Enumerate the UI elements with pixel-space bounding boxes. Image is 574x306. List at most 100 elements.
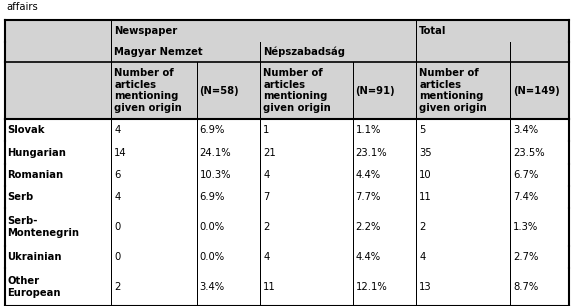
Text: 4: 4: [419, 252, 425, 262]
Bar: [353, 164, 416, 186]
Bar: [260, 208, 353, 246]
Bar: [510, 246, 569, 268]
Text: (N=91): (N=91): [356, 85, 395, 95]
Text: Number of
articles
mentioning
given origin: Number of articles mentioning given orig…: [419, 68, 487, 113]
Bar: [260, 246, 353, 268]
Bar: [5, 20, 111, 42]
Bar: [111, 20, 416, 42]
Text: 23.5%: 23.5%: [513, 147, 545, 158]
Text: 10.3%: 10.3%: [200, 170, 231, 180]
Text: 6.9%: 6.9%: [200, 125, 225, 135]
Text: 4.4%: 4.4%: [356, 170, 381, 180]
Text: 5: 5: [419, 125, 425, 135]
Text: Other
European: Other European: [7, 276, 61, 298]
Text: Romanian: Romanian: [7, 170, 64, 180]
Bar: [353, 208, 416, 246]
Text: 4: 4: [114, 192, 121, 202]
Text: 2.2%: 2.2%: [356, 222, 381, 232]
Bar: [353, 141, 416, 164]
Text: 3.4%: 3.4%: [513, 125, 538, 135]
Bar: [5, 186, 111, 208]
Bar: [111, 62, 197, 119]
Bar: [197, 141, 260, 164]
Bar: [260, 186, 353, 208]
Bar: [111, 141, 197, 164]
Bar: [111, 208, 197, 246]
Text: 11: 11: [419, 192, 432, 202]
Bar: [510, 62, 569, 119]
Bar: [416, 164, 510, 186]
Bar: [260, 164, 353, 186]
Bar: [510, 141, 569, 164]
Text: 2: 2: [114, 282, 121, 292]
Text: 13: 13: [419, 282, 432, 292]
Text: Ukrainian: Ukrainian: [7, 252, 62, 262]
Bar: [353, 119, 416, 141]
Text: 6.7%: 6.7%: [513, 170, 538, 180]
Bar: [111, 186, 197, 208]
Bar: [510, 164, 569, 186]
Bar: [416, 246, 510, 268]
Bar: [353, 62, 416, 119]
Bar: [5, 164, 111, 186]
Bar: [197, 119, 260, 141]
Bar: [5, 141, 111, 164]
Bar: [416, 208, 510, 246]
Text: Serb-
Montenegrin: Serb- Montenegrin: [7, 216, 79, 238]
Bar: [416, 268, 510, 306]
Bar: [197, 268, 260, 306]
Bar: [510, 119, 569, 141]
Bar: [111, 246, 197, 268]
Bar: [510, 268, 569, 306]
Text: Number of
articles
mentioning
given origin: Number of articles mentioning given orig…: [114, 68, 182, 113]
Bar: [416, 119, 510, 141]
Bar: [111, 268, 197, 306]
Text: Magyar Nemzet: Magyar Nemzet: [114, 47, 203, 57]
Bar: [353, 186, 416, 208]
Bar: [197, 186, 260, 208]
Text: 4: 4: [263, 170, 269, 180]
Bar: [416, 62, 510, 119]
Text: 12.1%: 12.1%: [356, 282, 387, 292]
Bar: [353, 268, 416, 306]
Text: Serb: Serb: [7, 192, 34, 202]
Bar: [260, 141, 353, 164]
Text: 35: 35: [419, 147, 432, 158]
Text: 0.0%: 0.0%: [200, 222, 224, 232]
Bar: [197, 62, 260, 119]
Text: 2: 2: [419, 222, 425, 232]
Bar: [260, 119, 353, 141]
Text: 2.7%: 2.7%: [513, 252, 538, 262]
Text: 14: 14: [114, 147, 127, 158]
Text: 0: 0: [114, 222, 121, 232]
Bar: [197, 246, 260, 268]
Text: Hungarian: Hungarian: [7, 147, 67, 158]
Bar: [197, 208, 260, 246]
Bar: [416, 20, 569, 42]
Bar: [5, 268, 111, 306]
Bar: [5, 246, 111, 268]
Text: Total: Total: [419, 26, 447, 36]
Bar: [510, 208, 569, 246]
Text: 4.4%: 4.4%: [356, 252, 381, 262]
Text: 2: 2: [263, 222, 270, 232]
Bar: [5, 119, 111, 141]
Text: 1.1%: 1.1%: [356, 125, 381, 135]
Text: 24.1%: 24.1%: [200, 147, 231, 158]
Bar: [5, 62, 111, 119]
Text: 7.7%: 7.7%: [356, 192, 381, 202]
Text: 1: 1: [263, 125, 270, 135]
Text: 3.4%: 3.4%: [200, 282, 224, 292]
Bar: [111, 119, 197, 141]
Text: Newspaper: Newspaper: [114, 26, 177, 36]
Bar: [260, 268, 353, 306]
Bar: [5, 42, 111, 62]
Bar: [510, 186, 569, 208]
Bar: [510, 42, 569, 62]
Bar: [260, 62, 353, 119]
Text: 0.0%: 0.0%: [200, 252, 224, 262]
Bar: [416, 186, 510, 208]
Text: 8.7%: 8.7%: [513, 282, 538, 292]
Bar: [260, 42, 416, 62]
Text: affairs: affairs: [6, 2, 38, 12]
